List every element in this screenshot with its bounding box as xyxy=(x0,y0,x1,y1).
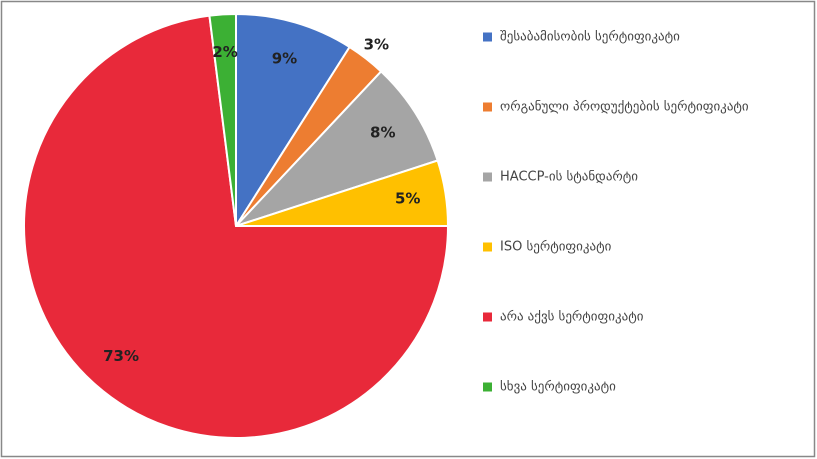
pie-slice xyxy=(235,70,439,227)
legend-label: HACCP-ის სტანდარტი xyxy=(500,170,638,185)
data-label: 9% xyxy=(272,50,297,68)
legend-swatch xyxy=(483,382,492,392)
data-label: 2% xyxy=(212,43,237,61)
legend-label: ორგანული პროდუქტების სერტიფიკატი xyxy=(500,100,749,115)
legend-swatch xyxy=(483,102,492,112)
legend-swatch xyxy=(483,312,492,322)
legend-swatch xyxy=(483,172,492,182)
data-label: 8% xyxy=(370,123,395,141)
legend-label: შესაბამისობის სერტიფიკატი xyxy=(500,30,680,45)
pie-slice xyxy=(235,12,351,230)
legend-label: სხვა სერტიფიკატი xyxy=(500,380,616,395)
data-label: 5% xyxy=(395,189,420,207)
legend-swatch xyxy=(483,32,492,42)
data-label: 73% xyxy=(103,347,139,365)
legend-label: ISO სერტიფიკატი xyxy=(500,240,612,255)
legend-swatch xyxy=(483,242,492,252)
legend-label: არა აქვს სერტიფიკატი xyxy=(500,310,644,325)
data-label: 3% xyxy=(364,36,389,54)
pie-slice xyxy=(208,12,237,227)
pie-slice xyxy=(23,14,450,439)
